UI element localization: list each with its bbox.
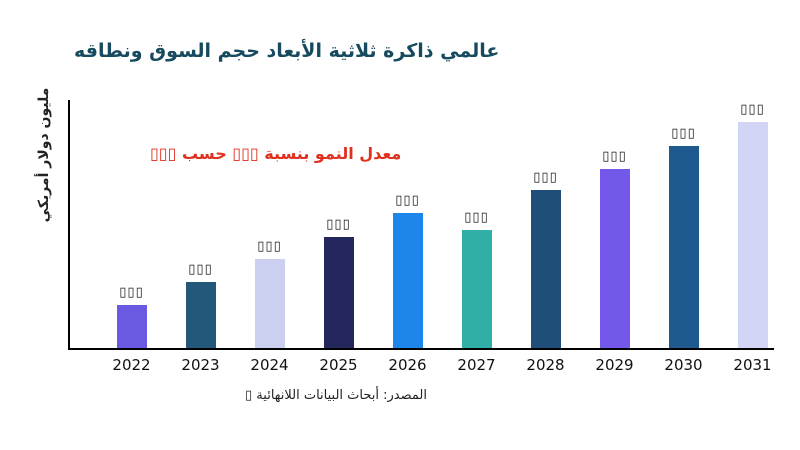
bar-value-label: ▯▯▯ (395, 193, 420, 208)
bar-2030 (668, 146, 699, 348)
y-axis-label: مليون دولار أمريكي (36, 87, 52, 223)
bar-column-2023: ▯▯▯ (166, 100, 235, 348)
bar-column-2029: ▯▯▯ (580, 100, 649, 348)
x-tick-label-2031: 2031 (733, 356, 772, 374)
x-tick-label-2030: 2030 (664, 356, 703, 374)
bar-value-label: ▯▯▯ (740, 102, 765, 117)
y-axis-line (68, 100, 70, 350)
bar-2026 (392, 213, 423, 348)
bar-2027 (461, 230, 492, 348)
x-tick-label-2028: 2028 (526, 356, 565, 374)
bar-value-label: ▯▯▯ (464, 210, 489, 225)
plot-area: معدل النمو بنسبة ▯▯▯ حسب ▯▯▯ ▯▯▯ ▯▯▯ ▯▯▯ ▯▯… (70, 100, 774, 348)
bar-value-label: ▯▯▯ (326, 217, 351, 232)
bar-column-2027: ▯▯▯ (442, 100, 511, 348)
bar-value-label: ▯▯▯ (119, 285, 144, 300)
x-tick-label-2026: 2026 (388, 356, 427, 374)
bar-2024 (254, 259, 285, 348)
x-tick-label-2027: 2027 (457, 356, 496, 374)
bar-2025 (323, 237, 354, 348)
bar-column-2024: ▯▯▯ (235, 100, 304, 348)
bar-value-label: ▯▯▯ (671, 126, 696, 141)
bar-column-2028: ▯▯▯ (511, 100, 580, 348)
bar-2031 (737, 122, 768, 348)
bar-2022 (116, 305, 147, 348)
x-tick-label-2022: 2022 (112, 356, 151, 374)
source-note: المصدر: أبحاث البيانات اللانهائية ▯ (245, 388, 427, 403)
chart-title: عالمي ذاكرة ثلاثية الأبعاد حجم السوق ونط… (74, 40, 500, 62)
x-tick-label-2029: 2029 (595, 356, 634, 374)
bar-2023 (185, 282, 216, 348)
bar-column-2026: ▯▯▯ (373, 100, 442, 348)
growth-rate-annotation: معدل النمو بنسبة ▯▯▯ حسب ▯▯▯ (150, 144, 402, 163)
bar-2028 (530, 190, 561, 348)
bar-column-2031: ▯▯▯ (718, 100, 787, 348)
bar-value-label: ▯▯▯ (188, 262, 213, 277)
bar-value-label: ▯▯▯ (257, 239, 282, 254)
bar-series: ▯▯▯ ▯▯▯ ▯▯▯ ▯▯▯ ▯▯▯ ▯▯▯ ▯▯▯ ▯▯▯ ▯▯▯ ▯▯▯ (70, 100, 787, 348)
bar-value-label: ▯▯▯ (533, 170, 558, 185)
x-axis-line (68, 348, 774, 350)
bar-column-2022: ▯▯▯ (97, 100, 166, 348)
bar-column-2030: ▯▯▯ (649, 100, 718, 348)
x-axis-ticks: 2022 2023 2024 2025 2026 2027 2028 2029 2030 2031 (70, 356, 800, 374)
x-tick-label-2023: 2023 (181, 356, 220, 374)
bar-value-label: ▯▯▯ (602, 149, 627, 164)
bar-column-2025: ▯▯▯ (304, 100, 373, 348)
x-tick-label-2025: 2025 (319, 356, 358, 374)
x-tick-label-2024: 2024 (250, 356, 289, 374)
bar-2029 (599, 169, 630, 348)
